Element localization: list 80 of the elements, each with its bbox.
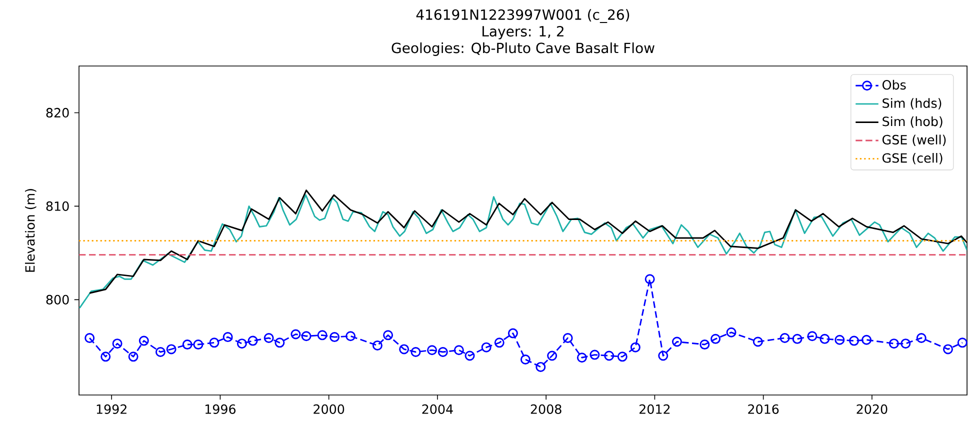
- point: [536, 362, 546, 372]
- point: [916, 332, 926, 343]
- point: [236, 338, 247, 349]
- point: [617, 352, 628, 362]
- point: [943, 344, 954, 354]
- point: [155, 347, 166, 358]
- point: [264, 332, 274, 343]
- point: [317, 330, 328, 340]
- x-tick-label: 1996: [206, 404, 236, 414]
- point: [138, 336, 149, 346]
- x-tick-label: 2008: [530, 404, 562, 414]
- x-tick-label: 2012: [640, 404, 670, 414]
- point: [100, 352, 111, 362]
- point: [372, 340, 382, 350]
- legend-label: GSE (well): [882, 134, 946, 146]
- point: [820, 334, 830, 344]
- legend-label: GSE (cell): [882, 152, 942, 164]
- legend-label: Obs: [882, 80, 906, 90]
- point: [301, 331, 312, 342]
- point: [494, 338, 504, 348]
- point: [481, 342, 492, 352]
- y-tick-label: 800: [46, 294, 69, 304]
- point: [807, 331, 818, 342]
- point: [508, 328, 518, 338]
- point: [84, 332, 95, 343]
- x-tick-label: 2004: [422, 404, 453, 414]
- point: [710, 334, 721, 344]
- y-tick-label: 810: [46, 201, 69, 211]
- x-tick-label: 2000: [314, 404, 344, 414]
- chart-title: 416191N1223997W001 (c_26): [416, 9, 630, 24]
- point: [427, 345, 438, 356]
- point: [346, 331, 356, 342]
- point: [576, 352, 587, 363]
- point: [604, 350, 614, 361]
- chart-subtitle: Layers: 1, 2: [482, 26, 564, 40]
- point: [590, 350, 600, 360]
- point: [520, 354, 530, 364]
- point: [410, 347, 421, 358]
- point: [193, 340, 204, 350]
- point: [438, 347, 448, 358]
- point: [780, 332, 790, 343]
- point: [644, 274, 655, 284]
- point: [700, 340, 710, 350]
- x-tick-label: 1992: [96, 404, 126, 414]
- point: [464, 350, 475, 361]
- y-axis-title: Elevation (m): [25, 189, 36, 272]
- point: [290, 329, 301, 340]
- point: [209, 338, 220, 348]
- point: [658, 350, 668, 361]
- point: [166, 344, 176, 354]
- point: [182, 340, 192, 350]
- point: [399, 344, 410, 354]
- x-tick-label: 2020: [856, 404, 888, 414]
- point: [849, 336, 860, 346]
- legend-label: Sim (hds): [882, 98, 942, 110]
- point: [726, 327, 736, 338]
- text: Geologies: Qb-Pluto Cave Basalt Flow: [392, 42, 654, 56]
- point: [792, 334, 802, 344]
- legend-label: Sim (hob): [882, 116, 942, 128]
- point: [900, 338, 911, 349]
- point: [630, 342, 640, 352]
- point: [112, 338, 122, 349]
- point: [672, 336, 682, 347]
- point: [454, 345, 464, 356]
- point: [834, 334, 845, 345]
- point: [562, 332, 573, 343]
- point: [888, 338, 899, 349]
- point: [547, 350, 558, 361]
- point: [383, 330, 394, 340]
- point: [274, 338, 285, 348]
- y-tick-label: 820: [46, 108, 69, 118]
- point: [862, 334, 872, 345]
- line-series: [79, 194, 968, 309]
- point: [248, 336, 258, 346]
- point: [330, 332, 340, 342]
- point: [128, 352, 138, 362]
- point: [957, 338, 968, 348]
- point: [752, 336, 763, 347]
- point: [222, 332, 233, 342]
- x-tick-label: 2016: [748, 404, 779, 414]
